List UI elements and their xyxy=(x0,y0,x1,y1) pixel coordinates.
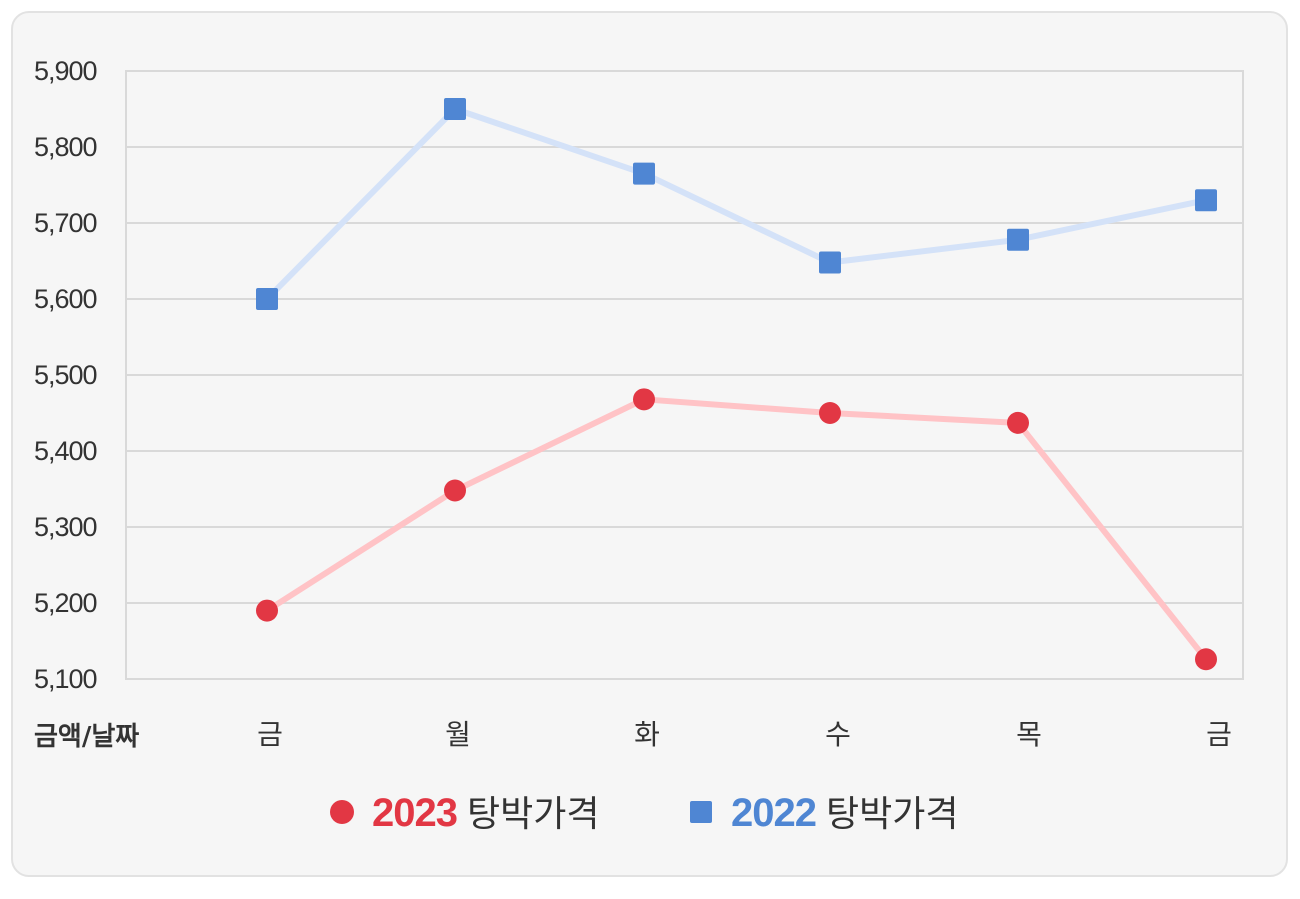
series-group xyxy=(256,98,1217,671)
grid-lines xyxy=(126,70,1243,680)
legend-suffix: 탕박가격 xyxy=(467,794,599,835)
y-tick-label: 5,300 xyxy=(34,512,97,542)
y-tick-label: 5,700 xyxy=(34,208,97,238)
data-point xyxy=(1007,411,1029,434)
y-tick-label: 5,100 xyxy=(34,664,97,694)
y-tick-label: 5,200 xyxy=(34,588,97,618)
data-point xyxy=(819,402,841,424)
legend-marker xyxy=(330,800,354,824)
y-tick-label: 5,600 xyxy=(34,284,97,314)
plot-frame xyxy=(125,70,1244,680)
data-point xyxy=(256,599,278,622)
x-tick-label: 목 xyxy=(1016,718,1042,751)
series-2022 xyxy=(256,98,1217,310)
y-tick-label: 5,400 xyxy=(34,436,97,466)
data-point xyxy=(444,98,466,120)
series-line xyxy=(264,396,1209,663)
legend-item-2022: 2022 탕박가격 xyxy=(690,791,958,835)
data-point xyxy=(444,479,466,502)
legend-marker xyxy=(690,801,712,823)
data-point xyxy=(819,251,841,274)
x-tick-label: 월 xyxy=(445,718,471,751)
legend-suffix: 탕박가격 xyxy=(826,794,958,835)
legend-year: 2022 xyxy=(731,791,816,835)
legend: 2023 탕박가격 2022 탕박가격 xyxy=(330,791,958,835)
data-point xyxy=(1195,189,1217,212)
data-point xyxy=(633,162,655,185)
data-point xyxy=(1195,648,1217,671)
y-tick-label: 5,800 xyxy=(34,132,97,162)
series-line xyxy=(264,106,1209,302)
x-tick-label: 수 xyxy=(825,718,851,751)
legend-label: 2022 탕박가격 xyxy=(731,791,958,835)
y-tick-label: 5,500 xyxy=(34,360,97,390)
legend-year: 2023 xyxy=(372,791,457,835)
x-axis-title: 금액/날짜 xyxy=(34,722,139,752)
series-2023 xyxy=(256,388,1217,671)
legend-item-2023: 2023 탕박가격 xyxy=(330,791,599,835)
x-tick-label: 화 xyxy=(634,718,660,751)
chart-card xyxy=(11,11,1288,877)
data-point xyxy=(633,388,655,411)
x-tick-label: 금 xyxy=(1206,718,1232,751)
y-tick-label: 5,900 xyxy=(34,56,97,86)
data-point xyxy=(1007,228,1029,251)
y-axis-ticks: 5,900 5,800 5,700 5,600 5,500 5,400 5,300 5,200… xyxy=(34,56,98,694)
data-point xyxy=(256,288,278,310)
x-tick-label: 금 xyxy=(257,718,283,751)
legend-label: 2023 탕박가격 xyxy=(372,791,599,835)
